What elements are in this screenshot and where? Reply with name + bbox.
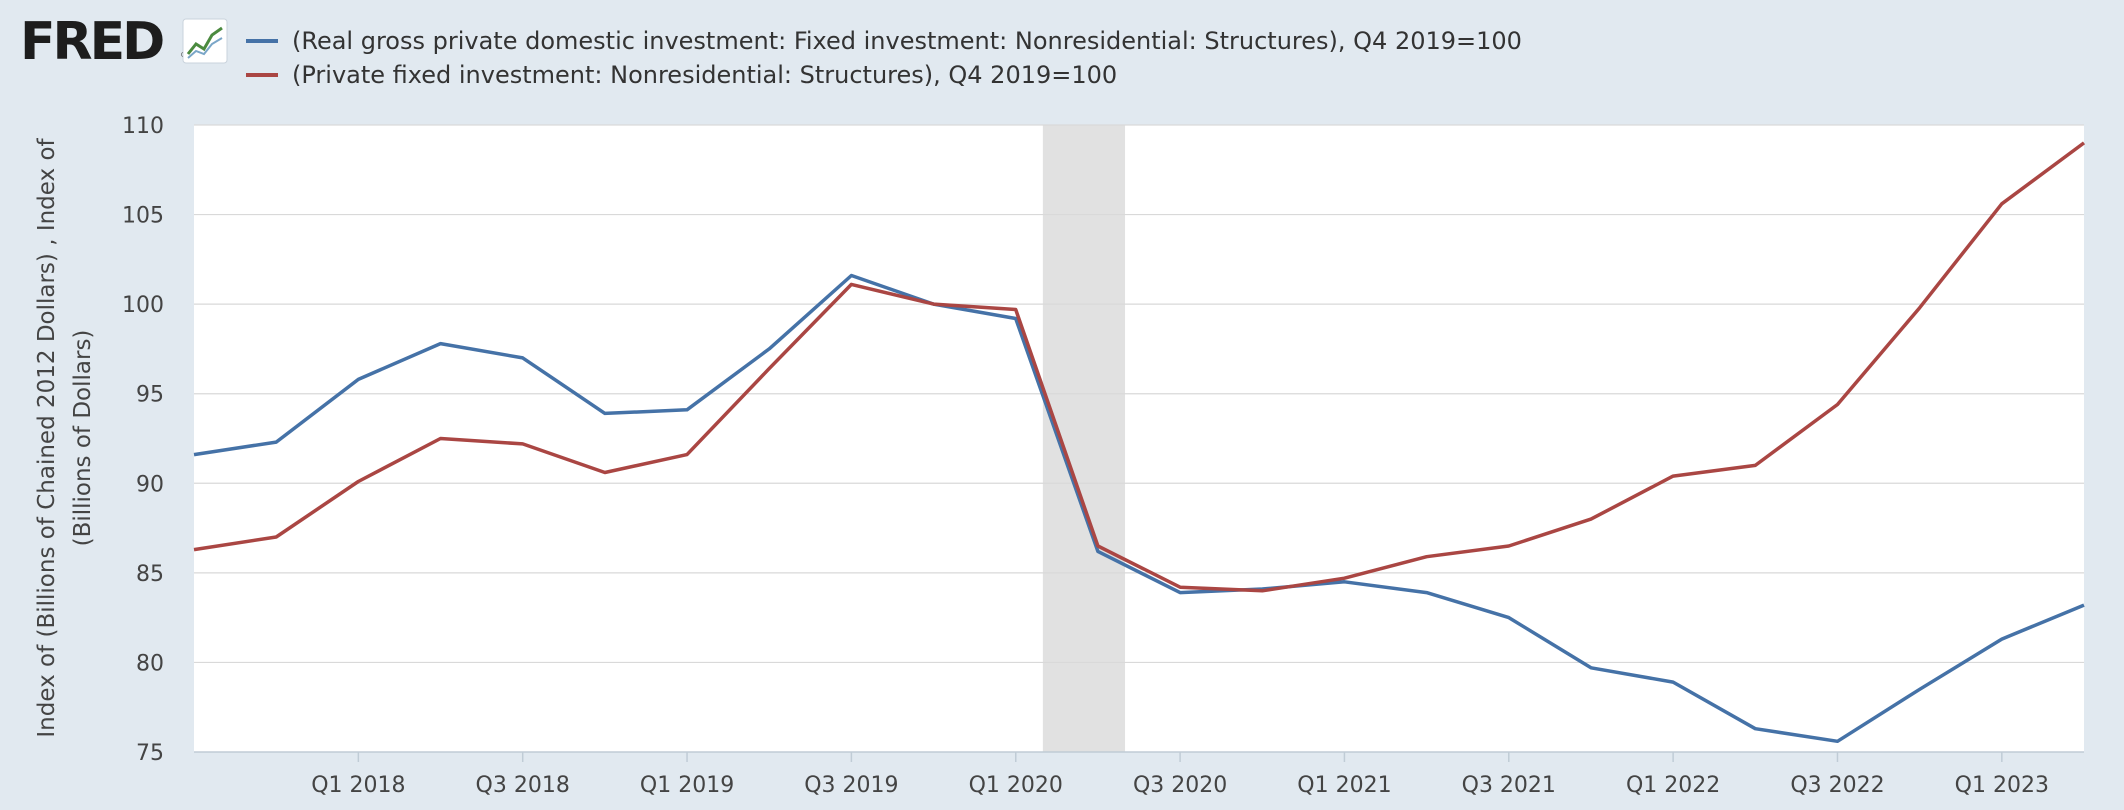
y-tick-label: 95	[136, 383, 164, 408]
x-tick-label: Q1 2018	[311, 773, 405, 798]
x-tick-label: Q3 2022	[1790, 773, 1884, 798]
x-tick-label: Q3 2019	[804, 773, 898, 798]
recession-band	[1042, 125, 1126, 752]
x-axis-ticks: Q1 2018 Q3 2018 Q1 2019 Q3 2019 Q1 2020 Q3 20…	[311, 752, 2049, 798]
x-tick-label: Q3 2021	[1462, 773, 1556, 798]
x-tick-label: Q1 2023	[1955, 773, 2049, 798]
x-tick-label: Q1 2021	[1297, 773, 1391, 798]
y-tick-label: 105	[122, 204, 164, 229]
legend-item-series-2[interactable]: (Private fixed investment: Nonresidentia…	[246, 58, 1522, 92]
line-swatch-icon	[246, 39, 278, 43]
recession-band-layer	[1042, 125, 1126, 752]
y-tick-label: 100	[122, 293, 164, 318]
x-tick-label: Q3 2018	[476, 773, 570, 798]
fred-logo-text: FRED	[20, 12, 165, 72]
y-tick-label: 110	[122, 114, 164, 139]
y-axis-title-line-2: (Billions of Dollars)	[70, 330, 96, 547]
series-line-1[interactable]	[193, 273, 2085, 744]
legend-label: (Real gross private domestic investment:…	[292, 27, 1522, 55]
fred-graph-icon	[182, 18, 228, 64]
legend-label: (Private fixed investment: Nonresidentia…	[292, 61, 1118, 89]
plot-background	[194, 125, 2084, 752]
y-tick-label: 85	[136, 562, 164, 587]
y-tick-label: 75	[136, 741, 164, 766]
x-tick-label: Q1 2019	[640, 773, 734, 798]
y-axis-title-line-1: Index of (Billions of Chained 2012 Dolla…	[34, 137, 60, 737]
series-layer	[193, 141, 2086, 744]
y-tick-label: 80	[136, 651, 164, 676]
y-tick-label: 90	[136, 472, 164, 497]
chart-legend: (Real gross private domestic investment:…	[246, 24, 1522, 92]
x-tick-label: Q1 2020	[969, 773, 1063, 798]
x-tick-label: Q3 2020	[1133, 773, 1227, 798]
y-axis-ticks: 75 80 85 90 95 100 105 110	[122, 114, 164, 766]
fred-logo[interactable]: FRED ®	[20, 14, 230, 70]
line-swatch-icon	[246, 73, 278, 77]
legend-item-series-1[interactable]: (Real gross private domestic investment:…	[246, 24, 1522, 58]
x-tick-label: Q1 2022	[1626, 773, 1720, 798]
series-line-2[interactable]	[193, 141, 2086, 593]
